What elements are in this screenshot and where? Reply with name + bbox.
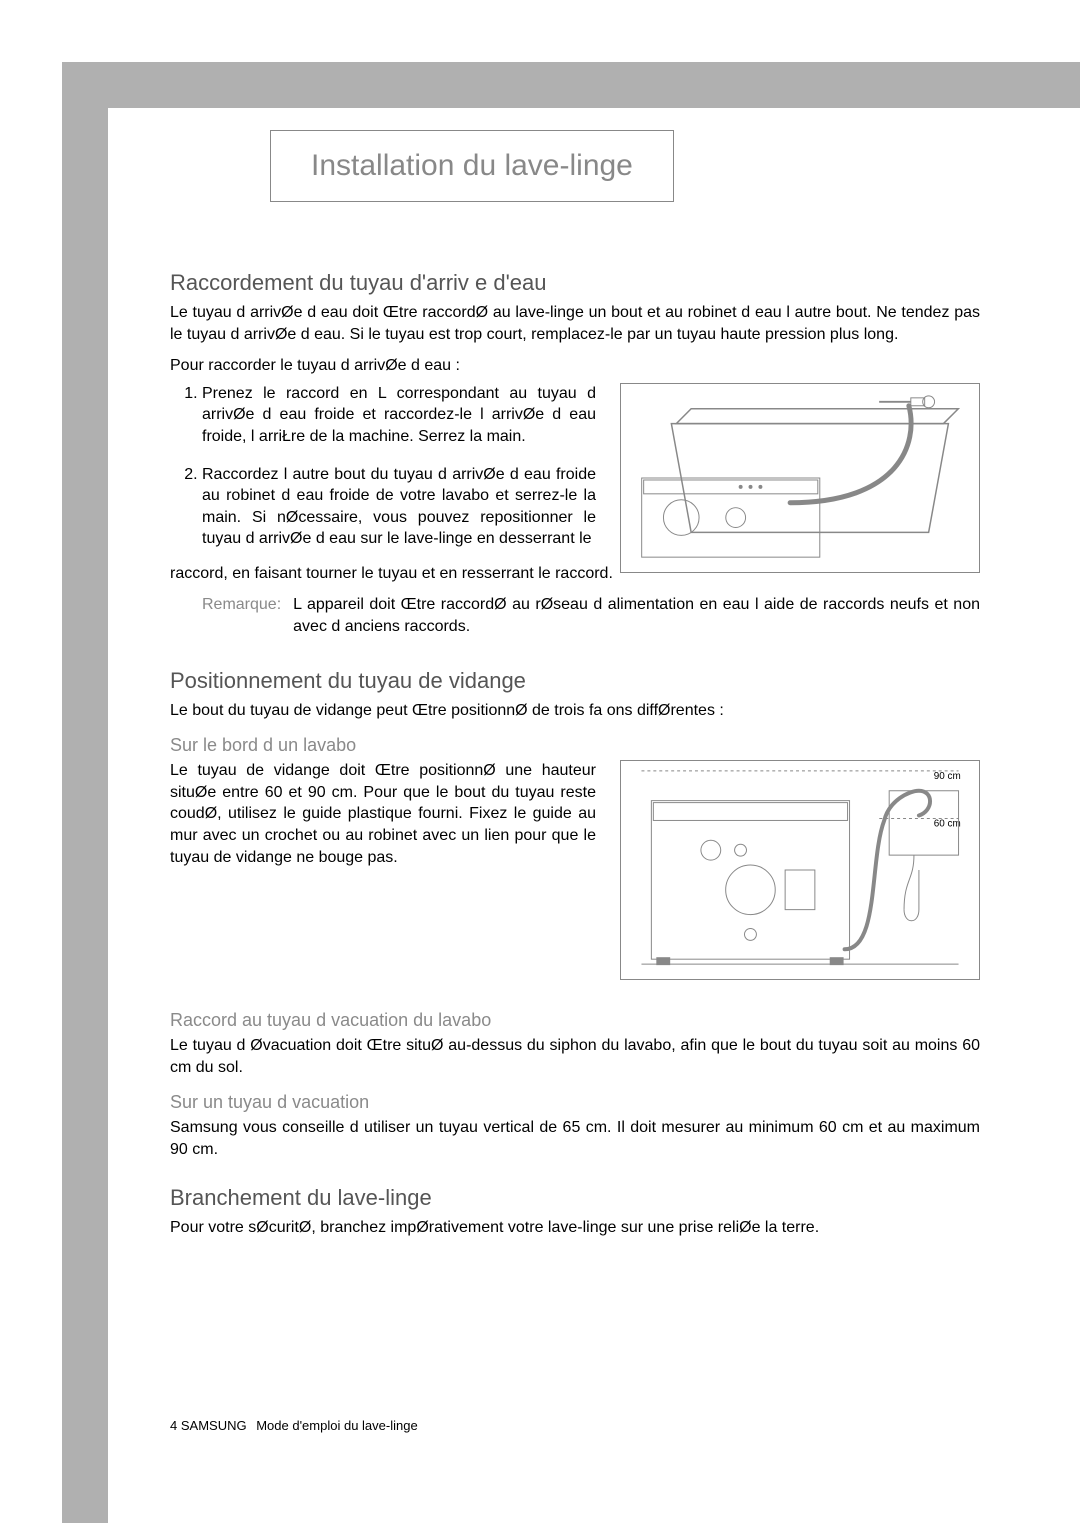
drain-sink-figure-col: 90 cm 60 cm	[620, 760, 980, 980]
footer-page-number: 4	[170, 1418, 177, 1433]
power-para: Pour votre sØcuritØ, branchez impØrative…	[170, 1217, 980, 1239]
water-inlet-figure-col	[620, 383, 980, 573]
water-inlet-figure	[620, 383, 980, 573]
footer-brand: SAMSUNG	[181, 1418, 247, 1433]
content-area: Installation du lave-linge Raccordement …	[170, 130, 980, 1248]
sub-heading-sink-edge: Sur le bord d un lavabo	[170, 735, 980, 756]
page-footer: 4 SAMSUNG Mode d'emploi du lave-linge	[170, 1418, 418, 1433]
section-heading-power: Branchement du lave-linge	[170, 1185, 980, 1211]
drain-sink-row: Le tuyau de vidange doit Œtre positionnØ…	[170, 760, 980, 980]
water-inlet-intro: Le tuyau d arrivØe d eau doit Œtre racco…	[170, 302, 980, 345]
decorative-left-bar	[62, 62, 108, 1523]
water-inlet-note: Remarque: L appareil doit Œtre raccordØ …	[170, 594, 980, 637]
page-title-box: Installation du lave-linge	[270, 130, 674, 202]
water-inlet-row: Prenez le raccord en L correspondant au …	[170, 383, 980, 573]
water-inlet-lead: Pour raccorder le tuyau d arrivØe d eau …	[170, 355, 980, 377]
note-text: L appareil doit Œtre raccordØ au rØseau …	[293, 594, 980, 637]
water-inlet-steps: Prenez le raccord en L correspondant au …	[170, 383, 596, 550]
sub-heading-standpipe: Sur un tuyau d vacuation	[170, 1092, 980, 1113]
drain-label-60: 60 cm	[934, 819, 961, 830]
water-inlet-text-col: Prenez le raccord en L correspondant au …	[170, 383, 596, 566]
note-label: Remarque:	[202, 594, 281, 637]
water-inlet-step-2: Raccordez l autre bout du tuyau d arrivØ…	[202, 464, 596, 550]
sub-heading-sink-pipe: Raccord au tuyau d vacuation du lavabo	[170, 1010, 980, 1031]
drain-sink-text: Le tuyau de vidange doit Œtre positionnØ…	[170, 760, 596, 878]
decorative-top-bar	[62, 62, 1080, 108]
drain-standpipe-para: Samsung vous conseille d utiliser un tuy…	[170, 1117, 980, 1160]
drain-sink-figure: 90 cm 60 cm	[620, 760, 980, 980]
drain-label-90: 90 cm	[934, 771, 961, 782]
footer-text: Mode d'emploi du lave-linge	[256, 1418, 417, 1433]
page-title: Installation du lave-linge	[311, 149, 633, 183]
section-heading-water-inlet: Raccordement du tuyau d'arriv e d'eau	[170, 270, 980, 296]
drain-intro: Le bout du tuyau de vidange peut Œtre po…	[170, 700, 980, 722]
page: Installation du lave-linge Raccordement …	[0, 0, 1080, 1523]
drain-sink-pipe-para: Le tuyau d Øvacuation doit Œtre situØ au…	[170, 1035, 980, 1078]
drain-sink-para: Le tuyau de vidange doit Œtre positionnØ…	[170, 760, 596, 868]
water-inlet-step-1: Prenez le raccord en L correspondant au …	[202, 383, 596, 448]
section-heading-drain: Positionnement du tuyau de vidange	[170, 668, 980, 694]
